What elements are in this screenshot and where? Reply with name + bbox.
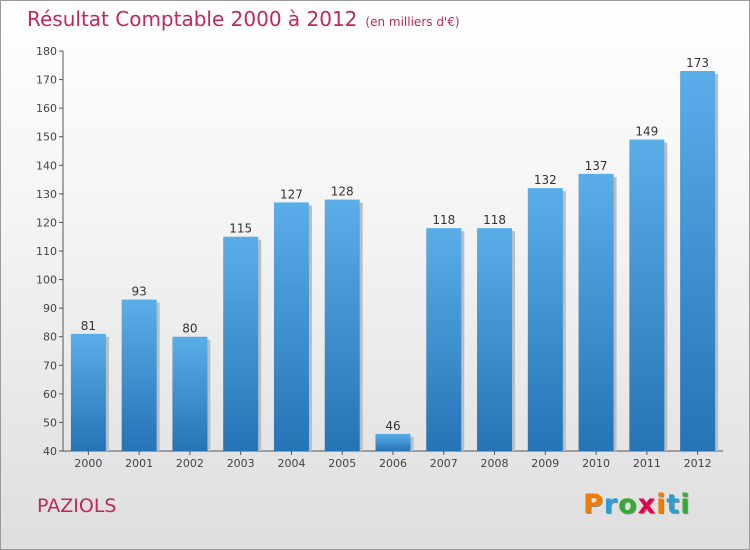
y-tick-label: 120: [36, 216, 57, 229]
bar-2009: [527, 188, 563, 451]
data-label: 80: [182, 322, 197, 336]
x-tick-label: 2001: [125, 457, 153, 470]
x-tick-label: 2003: [227, 457, 255, 470]
data-labels: 81 93 80 115 127 128 46 118 118 132 137 149 173: [81, 56, 709, 433]
x-tick-label: 2004: [277, 457, 305, 470]
y-tick-label: 70: [43, 359, 57, 372]
bar-2011: [629, 139, 665, 452]
brand-letter: x: [637, 489, 657, 520]
data-label: 132: [534, 173, 557, 187]
brand-letter: i: [680, 489, 691, 520]
y-tick-label: 140: [36, 159, 57, 172]
brand-letter: r: [603, 489, 619, 520]
bar-2002: [172, 336, 208, 451]
data-label: 115: [229, 222, 252, 236]
x-tick-label: 2010: [582, 457, 610, 470]
bar-2004: [273, 202, 309, 451]
data-label: 81: [81, 319, 96, 333]
bar-2008: [477, 228, 513, 451]
chart-subtitle: (en milliers d'€): [365, 15, 460, 29]
data-label: 93: [132, 285, 147, 299]
x-tick-label: 2012: [684, 457, 712, 470]
y-tick-label: 50: [43, 416, 57, 429]
x-tick-label: 2008: [481, 457, 509, 470]
y-tick-label: 40: [43, 445, 57, 458]
brand-letter: i: [656, 489, 667, 520]
x-tick-label: 2009: [531, 457, 559, 470]
y-tick-label: 90: [43, 302, 57, 315]
y-tick-label: 180: [36, 45, 57, 58]
commune-name: PAZIOLS: [37, 495, 117, 517]
bar-2003: [223, 236, 259, 451]
data-label: 127: [280, 187, 303, 201]
bars: [70, 71, 719, 452]
brand-logo: Proxiti: [583, 489, 691, 520]
y-tick-label: 80: [43, 331, 57, 344]
x-tick-label: 2000: [74, 457, 102, 470]
x-tick-label: 2007: [430, 457, 458, 470]
y-tick-label: 150: [36, 131, 57, 144]
y-tick-label: 100: [36, 274, 57, 287]
bar-2005: [324, 199, 360, 451]
y-tick-label: 60: [43, 388, 57, 401]
y-tick-label: 160: [36, 102, 57, 115]
bar-2001: [121, 299, 157, 451]
data-label: 137: [585, 159, 608, 173]
data-label: 118: [483, 213, 506, 227]
y-tick-label: 130: [36, 188, 57, 201]
data-label: 118: [432, 213, 455, 227]
brand-letter: t: [666, 489, 681, 520]
y-tick-label: 110: [36, 245, 57, 258]
chart-title: Résultat Comptable 2000 à 2012 (en millie…: [27, 7, 460, 31]
data-label: 46: [385, 419, 400, 433]
data-label: 149: [635, 125, 658, 139]
chart-title-text: Résultat Comptable 2000 à 2012: [27, 7, 358, 31]
brand-letter: P: [583, 489, 604, 520]
x-tick-label: 2006: [379, 457, 407, 470]
bar-2010: [578, 173, 614, 451]
bar-2007: [426, 228, 462, 451]
x-tick-label: 2011: [633, 457, 661, 470]
data-label: 173: [686, 56, 709, 70]
x-tick-label: 2002: [176, 457, 204, 470]
brand-letter: o: [618, 489, 638, 520]
bar-2000: [70, 333, 106, 451]
bar-2012: [680, 71, 716, 451]
x-axis: 2000 2001 2002 2003 2004 2005 2006 2007 2008 2009…: [63, 450, 723, 470]
y-axis: 40 50 60 70 80 90 100 110 120 130 140 150 160 170 180: [36, 45, 64, 458]
bar-2006: [375, 433, 411, 451]
data-label: 128: [331, 185, 354, 199]
x-tick-label: 2005: [328, 457, 356, 470]
y-tick-label: 170: [36, 74, 57, 87]
